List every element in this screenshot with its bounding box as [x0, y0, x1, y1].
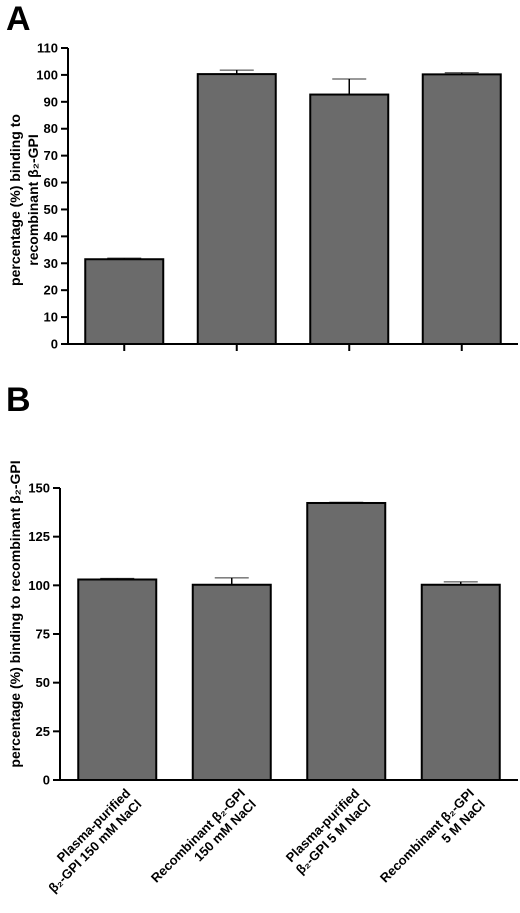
- bar-b-1: [77, 578, 158, 782]
- plot-area-a: 0 10 20 30 40 50 60 70 80 90 100 110: [36, 41, 518, 352]
- x-category-label-b-2-line1: Recombinant β₂-GPI: [148, 786, 248, 886]
- y-tick-label-a: 10: [44, 310, 58, 325]
- y-tick-label-b: 100: [28, 578, 50, 593]
- y-tick-label-b: 0: [43, 773, 50, 788]
- bar-b-3: [306, 501, 387, 781]
- y-axis-label-b: percentage (%) binding to recombinant β₂…: [7, 460, 23, 767]
- bar-a-2: [196, 73, 277, 346]
- y-tick-label-a: 50: [44, 202, 58, 217]
- panel-a: A percentage (%) binding to recombinant …: [6, 0, 518, 352]
- y-tick-label-a: 20: [44, 283, 58, 298]
- bar-a-3: [309, 93, 390, 345]
- bar-b-2: [191, 583, 272, 781]
- bar-a-1: [84, 258, 165, 345]
- bar-a-4: [421, 73, 502, 345]
- y-tick-label-a: 110: [37, 41, 58, 56]
- y-tick-label-a: 40: [44, 229, 58, 244]
- y-tick-label-b: 125: [28, 529, 50, 544]
- y-tick-label-a: 90: [44, 94, 58, 109]
- y-axis-label-a-line1: percentage (%) binding to: [7, 114, 23, 286]
- y-tick-label-a: 80: [44, 121, 58, 136]
- x-category-label-b-1-line2: β₂-GPI 150 mM NaCl: [45, 797, 144, 896]
- panel-letter-a: A: [6, 0, 31, 38]
- y-tick-label-a: 0: [51, 337, 58, 352]
- y-tick-label-a: 70: [44, 148, 58, 163]
- y-tick-label-b: 150: [28, 481, 50, 496]
- panel-letter-b: B: [6, 381, 31, 419]
- bar-b-4: [420, 583, 501, 781]
- y-tick-label-b: 75: [36, 627, 50, 642]
- y-tick-label-a: 60: [44, 175, 58, 190]
- y-tick-label-b: 50: [36, 675, 50, 690]
- y-tick-label-b: 25: [36, 724, 50, 739]
- x-category-label-b-4-line1: Recombinant β₂-GPI: [377, 786, 477, 886]
- y-tick-label-a: 100: [36, 67, 58, 82]
- y-tick-label-a: 30: [44, 256, 58, 271]
- panel-b: B percentage (%) binding to recombinant …: [6, 381, 518, 895]
- y-axis-label-a-line2: recombinant β₂-GPI: [25, 134, 41, 265]
